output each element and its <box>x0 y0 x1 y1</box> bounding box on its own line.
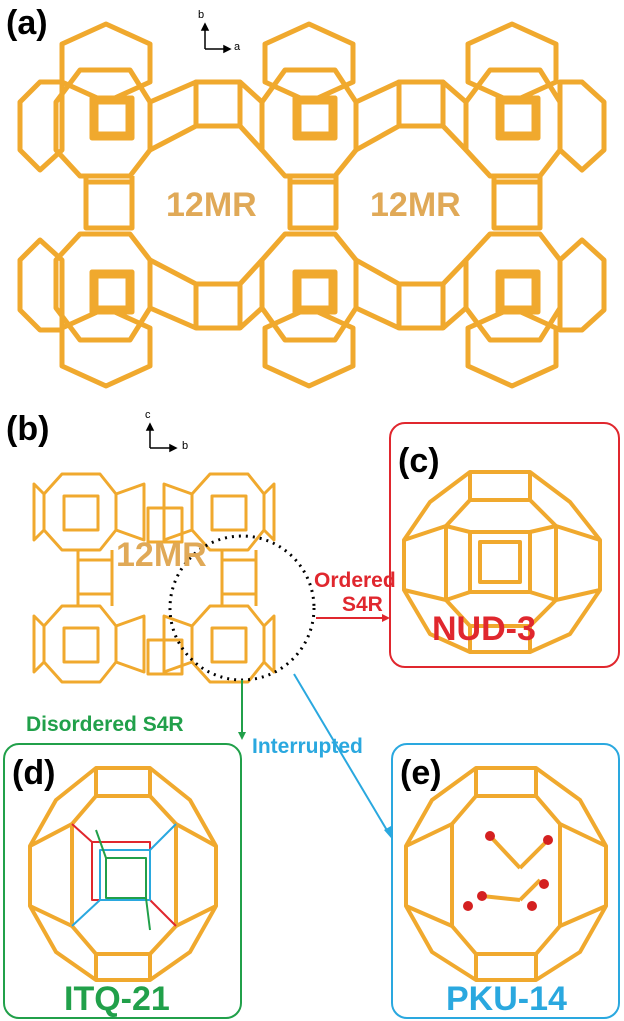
panel-b-axes <box>145 422 178 453</box>
panel-b-axis-right: b <box>182 440 189 452</box>
panel-a-axis-up: b <box>198 9 205 21</box>
pore-label-right: 12MR <box>370 186 461 224</box>
pore-label-b: 12MR <box>116 536 207 574</box>
panel-d-label: (d) <box>12 754 56 792</box>
ordered-arrow <box>316 614 390 622</box>
panel-a-axes <box>200 22 232 54</box>
panel-a-axis-right: a <box>234 41 241 53</box>
pore-label-left: 12MR <box>166 186 257 224</box>
cage-e-pku14 <box>404 766 608 982</box>
panel-c-box <box>389 422 620 668</box>
ordered-label-line1: Ordered <box>314 569 396 592</box>
oxygen-atoms <box>463 831 553 911</box>
panel-e-name: PKU-14 <box>446 980 567 1018</box>
interrupted-arrow <box>293 673 391 838</box>
panel-b-axis-up: c <box>145 409 151 421</box>
panel-d-box <box>3 743 242 1019</box>
interrupted-label: Interrupted <box>252 735 363 758</box>
panel-e-label: (e) <box>400 754 442 792</box>
cage-c-nud3 <box>402 470 602 654</box>
panel-e-box <box>391 743 620 1019</box>
panel-b-label: (b) <box>6 410 50 448</box>
panel-a-framework <box>17 21 607 389</box>
panel-d-name: ITQ-21 <box>64 980 170 1018</box>
panel-a-label: (a) <box>6 4 48 42</box>
panel-c-name: NUD-3 <box>432 610 536 648</box>
disordered-label: Disordered S4R <box>26 713 184 736</box>
ordered-label-line2: S4R <box>342 593 383 616</box>
panel-b-framework <box>32 472 276 684</box>
disordered-arrow <box>238 680 246 740</box>
panel-c-label: (c) <box>398 442 440 480</box>
cage-d-itq21 <box>28 766 218 982</box>
